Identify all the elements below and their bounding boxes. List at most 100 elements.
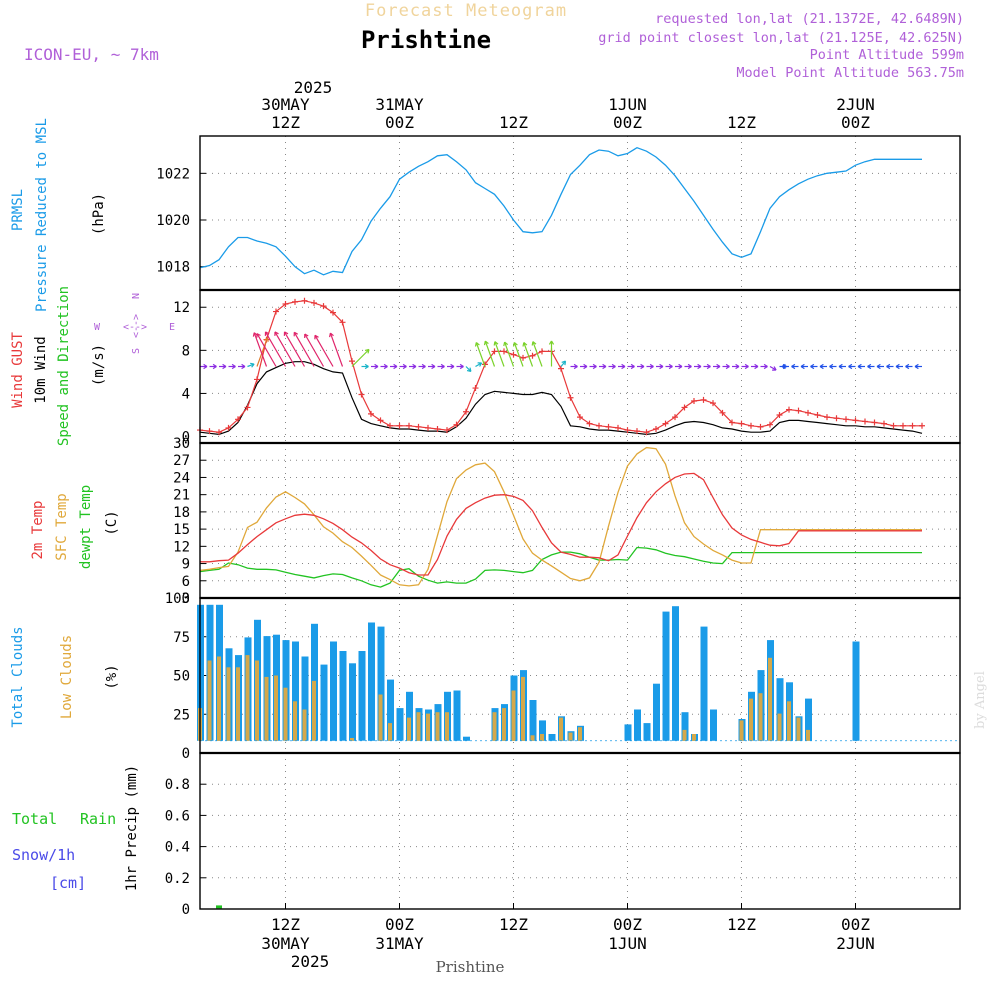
- wind-arrow-head: [772, 366, 777, 371]
- wind-arrow-head: [754, 363, 759, 370]
- y-tick-label: 15: [173, 522, 190, 538]
- gust-marker: [605, 423, 612, 430]
- gust-marker: [425, 424, 431, 431]
- gust-marker: [216, 429, 222, 436]
- wind-arrow-head: [314, 334, 319, 340]
- gust-marker: [795, 407, 802, 414]
- total-cloud-bar: [805, 698, 812, 741]
- gust-marker: [852, 417, 859, 424]
- low-cloud-bar: [264, 676, 269, 741]
- wind-arrow-head: [431, 363, 436, 370]
- gust-marker: [292, 298, 298, 305]
- gust-marker: [358, 391, 365, 398]
- top-hour-label: 00Z: [385, 113, 414, 132]
- gust-marker: [491, 348, 498, 355]
- wind-10m-label: 10m Wind: [33, 336, 49, 403]
- gust-marker: [624, 427, 631, 434]
- gust-marker: [472, 385, 479, 392]
- total-cloud-bar: [529, 700, 537, 741]
- wind-arrow: [329, 332, 344, 367]
- y-tick-label: 25: [173, 707, 190, 723]
- low-cloud-bar: [502, 708, 506, 741]
- wind-arrow-head: [640, 363, 645, 370]
- compass-e: E: [169, 322, 175, 333]
- low-cloud-bar: [578, 727, 582, 741]
- gust-marker: [738, 420, 745, 427]
- gust-marker: [615, 424, 621, 431]
- low-cloud-bar: [312, 680, 316, 741]
- top-date-label: 2JUN: [836, 95, 875, 114]
- gust-marker: [833, 415, 840, 422]
- clouds-unit-label: (%): [104, 664, 120, 689]
- total-cloud-bar: [377, 626, 385, 741]
- wind-arrow-head: [781, 363, 786, 370]
- wind-arrow: [532, 341, 543, 367]
- low-cloud-bar: [416, 712, 421, 741]
- wind-arrow: [351, 349, 370, 367]
- gust-marker: [805, 409, 811, 416]
- gust-marker: [301, 297, 308, 304]
- wind-arrow-head: [876, 363, 881, 370]
- wind-arrow-head: [744, 363, 749, 370]
- gust-marker: [900, 422, 906, 429]
- wind-arrow-head: [810, 363, 815, 370]
- wind-arrow-head: [905, 363, 910, 370]
- top-date-label: 1JUN: [608, 95, 647, 114]
- gust-marker: [843, 416, 849, 423]
- wind-arrow-head: [725, 363, 730, 370]
- gust-marker: [349, 358, 355, 365]
- compass-n: N: [131, 293, 142, 299]
- wind-arrow-head: [791, 363, 796, 370]
- total-cloud-bar: [368, 622, 375, 741]
- gust-marker: [814, 411, 821, 418]
- y-tick-label: 0.4: [165, 840, 190, 856]
- y-tick-label: 12: [173, 539, 190, 555]
- wind-arrow-head: [886, 363, 891, 370]
- gust-marker: [786, 406, 792, 413]
- wind-arrow-head: [678, 363, 683, 370]
- total-clouds-label: Total Clouds: [10, 626, 26, 727]
- wind-arrow-head: [531, 341, 537, 346]
- bottom-hour-label: 00Z: [613, 915, 642, 934]
- total-cloud-bar: [349, 663, 356, 741]
- total-cloud-bar: [330, 641, 337, 741]
- wind-arrow: [274, 331, 296, 367]
- low-cloud-bar: [207, 660, 212, 741]
- low-cloud-bar: [236, 667, 240, 741]
- wind-arrow-head: [659, 363, 664, 370]
- low-cloud-bar: [378, 694, 383, 741]
- gust-marker: [748, 422, 754, 429]
- wind-arrow-head: [895, 363, 900, 370]
- wind-arrow: [494, 341, 505, 367]
- gust-marker: [539, 348, 545, 355]
- wind-arrow-head: [264, 331, 270, 336]
- wind-10m-line: [199, 361, 923, 436]
- y-tick-label: 27: [173, 453, 190, 469]
- low-cloud-bar: [255, 660, 259, 741]
- prmsl-label: PRMSL: [10, 189, 26, 231]
- wind-arrow: [304, 333, 325, 367]
- y-tick-label: 0: [182, 746, 190, 762]
- total-cloud-bar: [643, 723, 651, 741]
- low-cloud-bar: [302, 709, 307, 741]
- rain-label: Rain: [80, 810, 116, 828]
- bottom-hour-label: 12Z: [727, 915, 756, 934]
- low-cloud-bar: [245, 655, 250, 741]
- gust-marker: [254, 376, 260, 383]
- low-cloud-bar: [217, 656, 221, 741]
- wind-arrow-head: [838, 363, 843, 370]
- wind-speed-direction-label: Speed and Direction: [56, 286, 72, 446]
- gust-marker: [235, 416, 241, 423]
- wind-arrow-head: [716, 363, 721, 370]
- wind-arrow-head: [329, 332, 334, 338]
- low-cloud-bar: [739, 720, 744, 741]
- t2m-label: 2m Temp: [30, 500, 46, 559]
- y-tick-label: 75: [173, 630, 190, 646]
- compass-rose: N S W E <--> <-->: [94, 293, 175, 354]
- bottom-date-label: 2JUN: [836, 934, 875, 953]
- low-cloud-bar: [521, 676, 525, 741]
- wind-arrow-head: [393, 363, 398, 370]
- dewpt-label: dewpt Temp: [78, 485, 94, 569]
- wind-arrow-head: [364, 363, 369, 370]
- wind-arrow-head: [222, 363, 227, 370]
